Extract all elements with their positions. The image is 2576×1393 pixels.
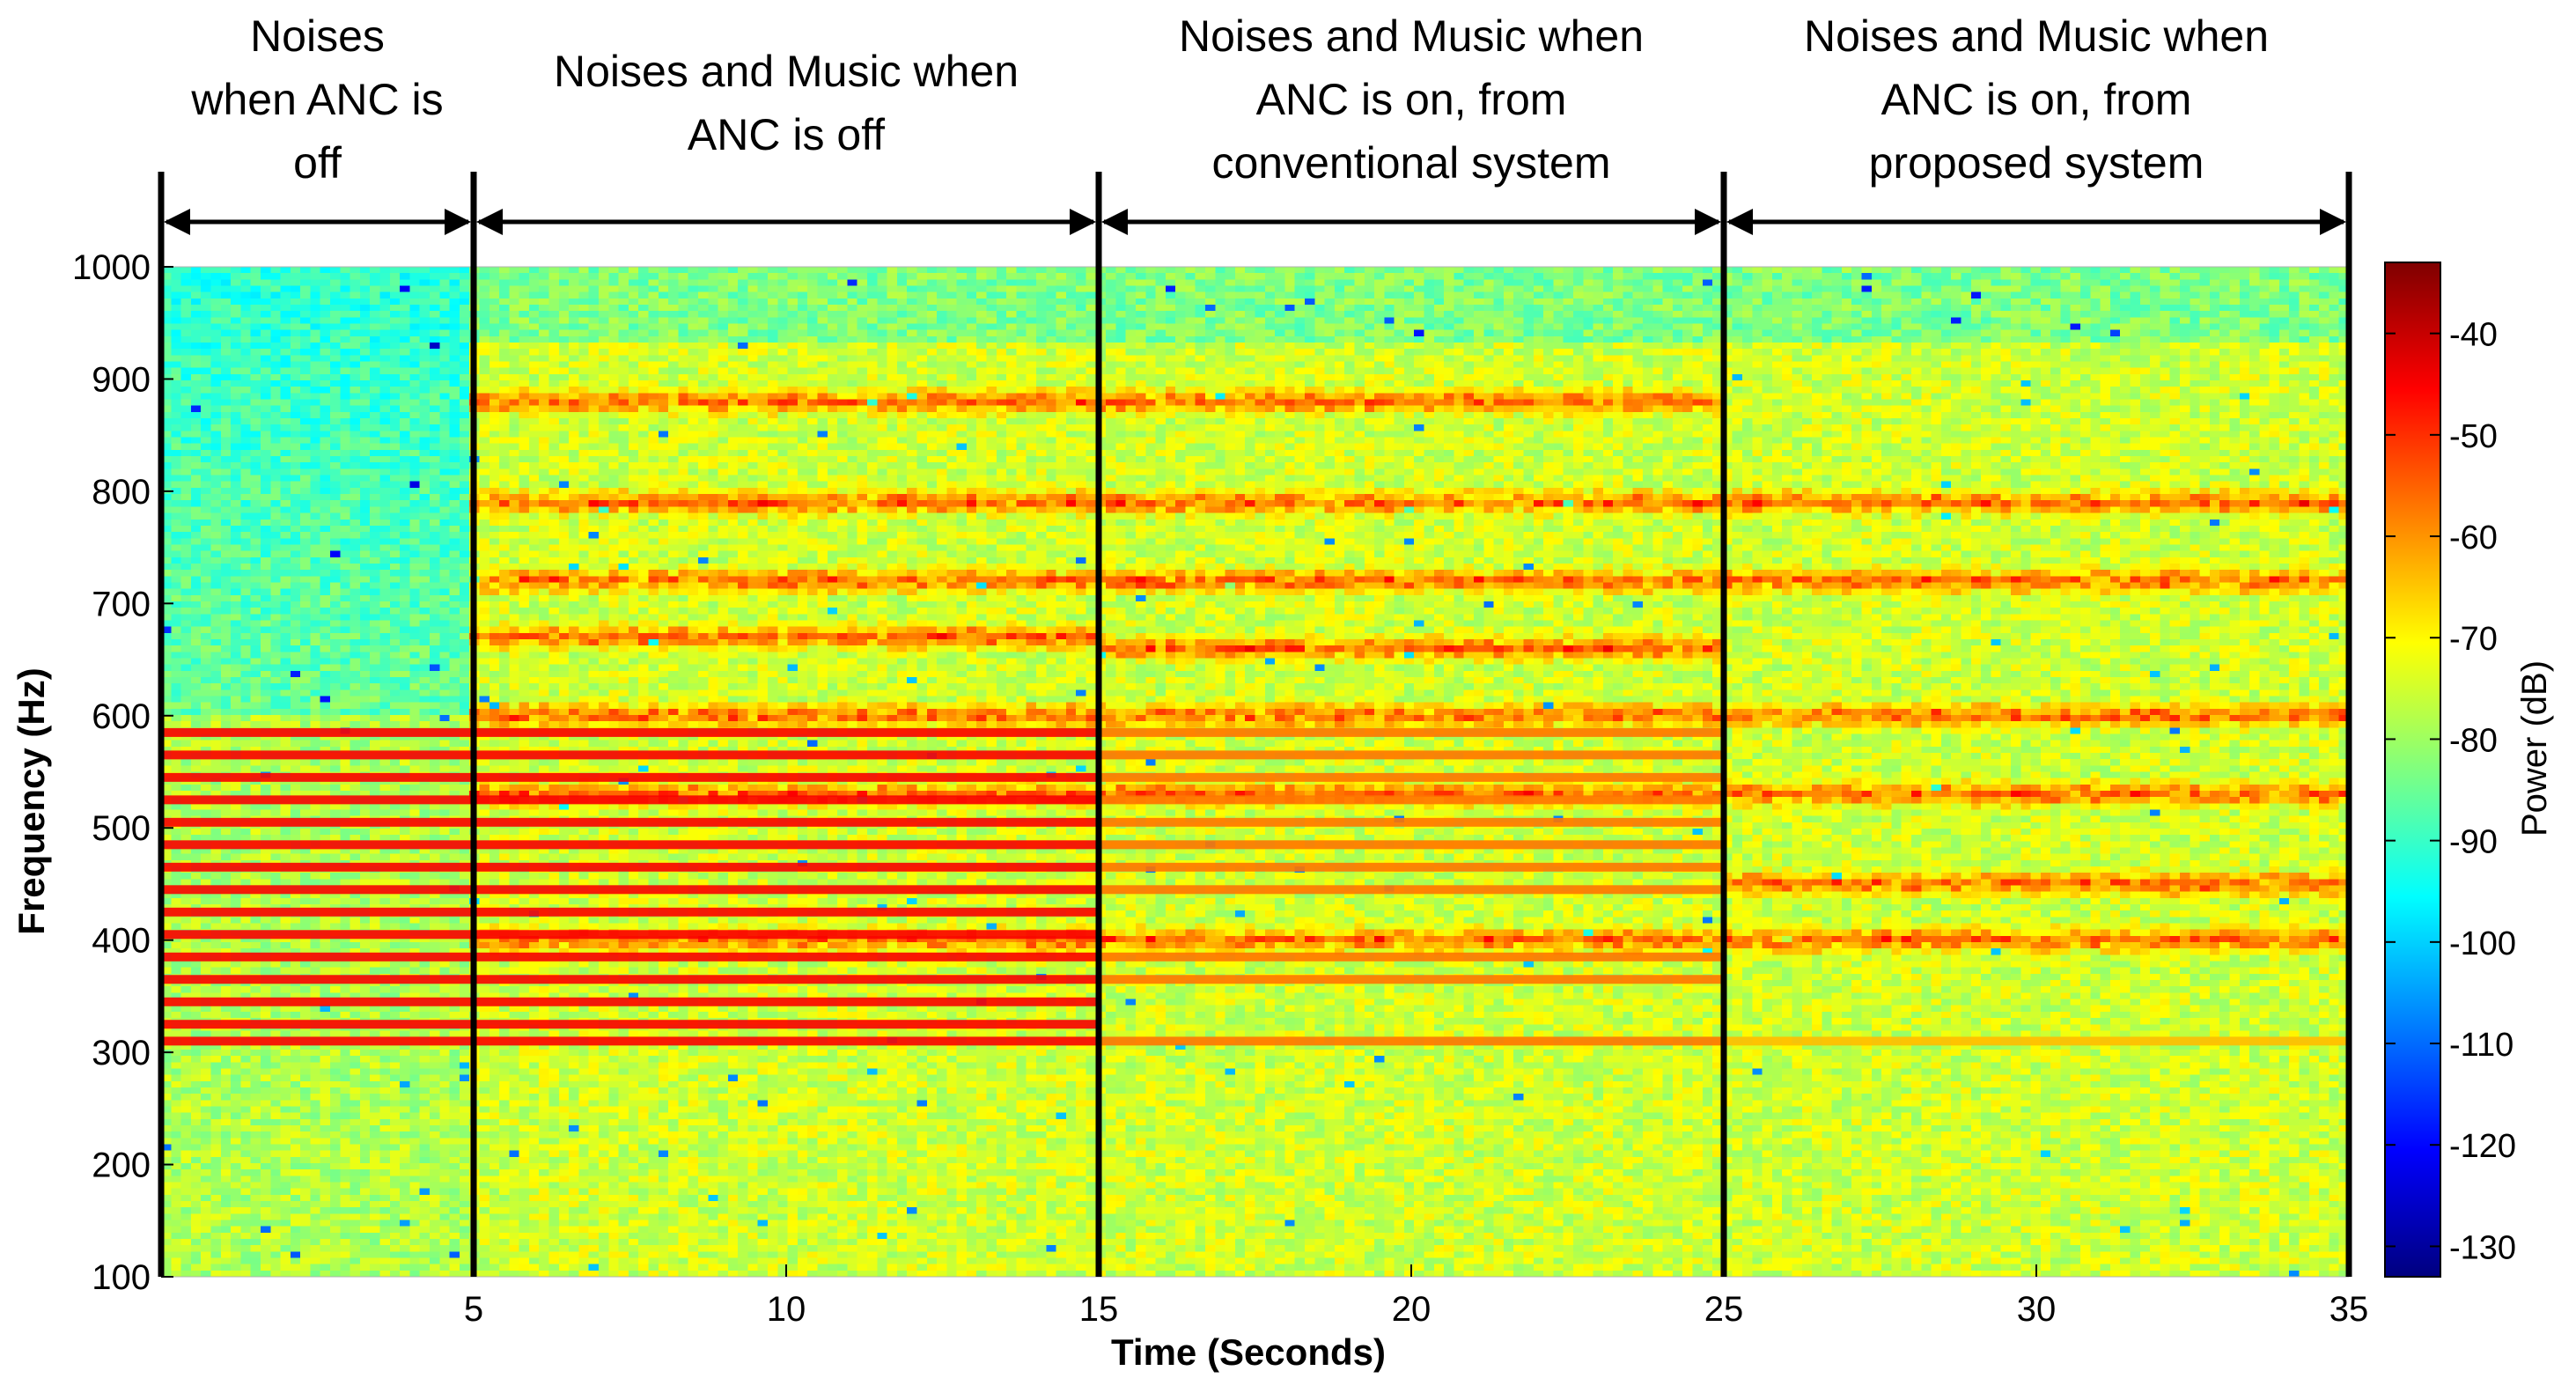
segment-label-4-line-2: ANC is on, from: [1881, 75, 2192, 124]
tone-line-seg3-485: [1099, 840, 1724, 850]
x-tick-label-10: 10: [767, 1290, 806, 1329]
x-tick-label-5: 5: [464, 1290, 483, 1329]
y-tick-label-700: 700: [92, 585, 151, 623]
tone-line-seg1-545: [161, 772, 474, 782]
tone-line-seg2-565: [474, 750, 1099, 760]
tone-line-seg4-310: [1724, 1036, 2349, 1046]
segment-labels: Noises when ANC is off Noises and Music whe…: [190, 11, 2269, 188]
tone-line-seg3-585: [1099, 727, 1724, 737]
colorbar-tick-label--50: -50: [2449, 418, 2498, 455]
tone-line-seg3-565: [1099, 750, 1724, 760]
spectrogram-image: [161, 267, 2349, 1277]
tone-line-seg1-385: [161, 952, 474, 962]
colorbar-tick-label--110: -110: [2449, 1027, 2513, 1064]
colorbar-tick-label--60: -60: [2449, 520, 2498, 556]
x-tick-label-35: 35: [2329, 1290, 2369, 1329]
tone-line-seg2-505: [474, 817, 1099, 827]
tone-line-seg1-345: [161, 997, 474, 1006]
tone-line-seg2-405: [474, 930, 1099, 940]
tone-line-seg3-445: [1099, 885, 1724, 895]
tone-line-seg2-385: [474, 952, 1099, 962]
tone-line-seg3-505: [1099, 817, 1724, 827]
segment-dividers: [158, 172, 2352, 1277]
colorbar-rect: [2384, 262, 2441, 1278]
colorbar: -40 -50 -60 -70 -80 -90 -100 -110 -120 -130 Power…: [2384, 262, 2554, 1278]
tone-line-seg2-310: [474, 1036, 1099, 1046]
tone-line-seg3-465: [1099, 862, 1724, 872]
tone-line-seg2-465: [474, 862, 1099, 872]
y-tick-label-400: 400: [92, 922, 151, 961]
tone-line-seg1-325: [161, 1020, 474, 1029]
tone-line-seg3-385: [1099, 952, 1724, 962]
tone-line-seg1-445: [161, 885, 474, 895]
x-tick-label-15: 15: [1079, 1290, 1119, 1329]
y-tick-label-600: 600: [92, 697, 151, 736]
y-tick-label-800: 800: [92, 473, 151, 512]
segment-label-1-line-1: Noises: [250, 11, 385, 61]
tone-line-seg1-585: [161, 727, 474, 737]
spectrogram-raster: [161, 267, 2349, 1277]
colorbar-label: Power (dB): [2515, 660, 2554, 837]
tone-line-seg2-485: [474, 840, 1099, 850]
tone-line-seg3-310: [1099, 1036, 1724, 1046]
x-axis: 5 10 15 20 25 30 35: [464, 1264, 2368, 1329]
y-axis: 100 200 300 400 500 600 700 800 900 1000: [72, 248, 173, 1297]
y-axis-label: Frequency (Hz): [11, 667, 52, 934]
tone-line-seg2-365: [474, 975, 1099, 984]
colorbar-tick-label--40: -40: [2449, 317, 2498, 354]
x-tick-label-25: 25: [1704, 1290, 1744, 1329]
tone-line-seg1-405: [161, 930, 474, 940]
x-axis-label: Time (Seconds): [1111, 1331, 1386, 1373]
tone-line-seg2-445: [474, 885, 1099, 895]
tone-line-seg2-585: [474, 727, 1099, 737]
segment-label-2-line-1: Noises and Music when: [554, 47, 1019, 96]
colorbar-tick-label--130: -130: [2449, 1229, 2516, 1266]
tone-line-seg2-525: [474, 795, 1099, 805]
tone-line-seg1-565: [161, 750, 474, 760]
segment-label-3-line-3: conventional system: [1211, 138, 1610, 188]
colorbar-tick-label--90: -90: [2449, 824, 2498, 861]
x-tick-label-20: 20: [1392, 1290, 1432, 1329]
tone-line-seg2-545: [474, 772, 1099, 782]
tone-line-seg1-465: [161, 862, 474, 872]
colorbar-tick-label--80: -80: [2449, 722, 2498, 759]
segment-label-4-line-1: Noises and Music when: [1804, 11, 2269, 61]
y-tick-label-300: 300: [92, 1034, 151, 1072]
tone-line-seg1-310: [161, 1036, 474, 1046]
tone-line-seg3-365: [1099, 975, 1724, 984]
colorbar-ticks: -40 -50 -60 -70 -80 -90 -100 -110 -120 -130: [2385, 317, 2516, 1266]
tone-line-seg2-425: [474, 907, 1099, 917]
tone-line-seg1-425: [161, 907, 474, 917]
tone-line-seg1-525: [161, 795, 474, 805]
tone-line-seg1-505: [161, 817, 474, 827]
segment-label-2-line-2: ANC is off: [688, 110, 885, 159]
tone-line-seg2-325: [474, 1020, 1099, 1029]
colorbar-tick-label--120: -120: [2449, 1128, 2516, 1165]
colorbar-tick-label--70: -70: [2449, 621, 2498, 658]
y-tick-label-500: 500: [92, 809, 151, 848]
segment-label-3-line-1: Noises and Music when: [1179, 11, 1644, 61]
tone-lines: [161, 727, 2349, 1046]
y-tick-label-1000: 1000: [72, 248, 151, 287]
tone-line-seg3-545: [1099, 772, 1724, 782]
tone-line-seg1-485: [161, 840, 474, 850]
tone-line-seg1-365: [161, 975, 474, 984]
tone-line-seg2-345: [474, 997, 1099, 1006]
tone-line-seg3-525: [1099, 795, 1724, 805]
segment-label-1-line-3: off: [293, 138, 342, 188]
x-tick-label-30: 30: [2017, 1290, 2057, 1329]
y-tick-label-100: 100: [92, 1258, 151, 1297]
colorbar-tick-label--100: -100: [2449, 925, 2516, 962]
segment-label-1-line-2: when ANC is: [190, 75, 443, 124]
segment-label-4-line-3: proposed system: [1869, 138, 2204, 188]
y-tick-label-200: 200: [92, 1146, 151, 1185]
y-tick-label-900: 900: [92, 360, 151, 399]
segment-label-3-line-2: ANC is on, from: [1256, 75, 1567, 124]
